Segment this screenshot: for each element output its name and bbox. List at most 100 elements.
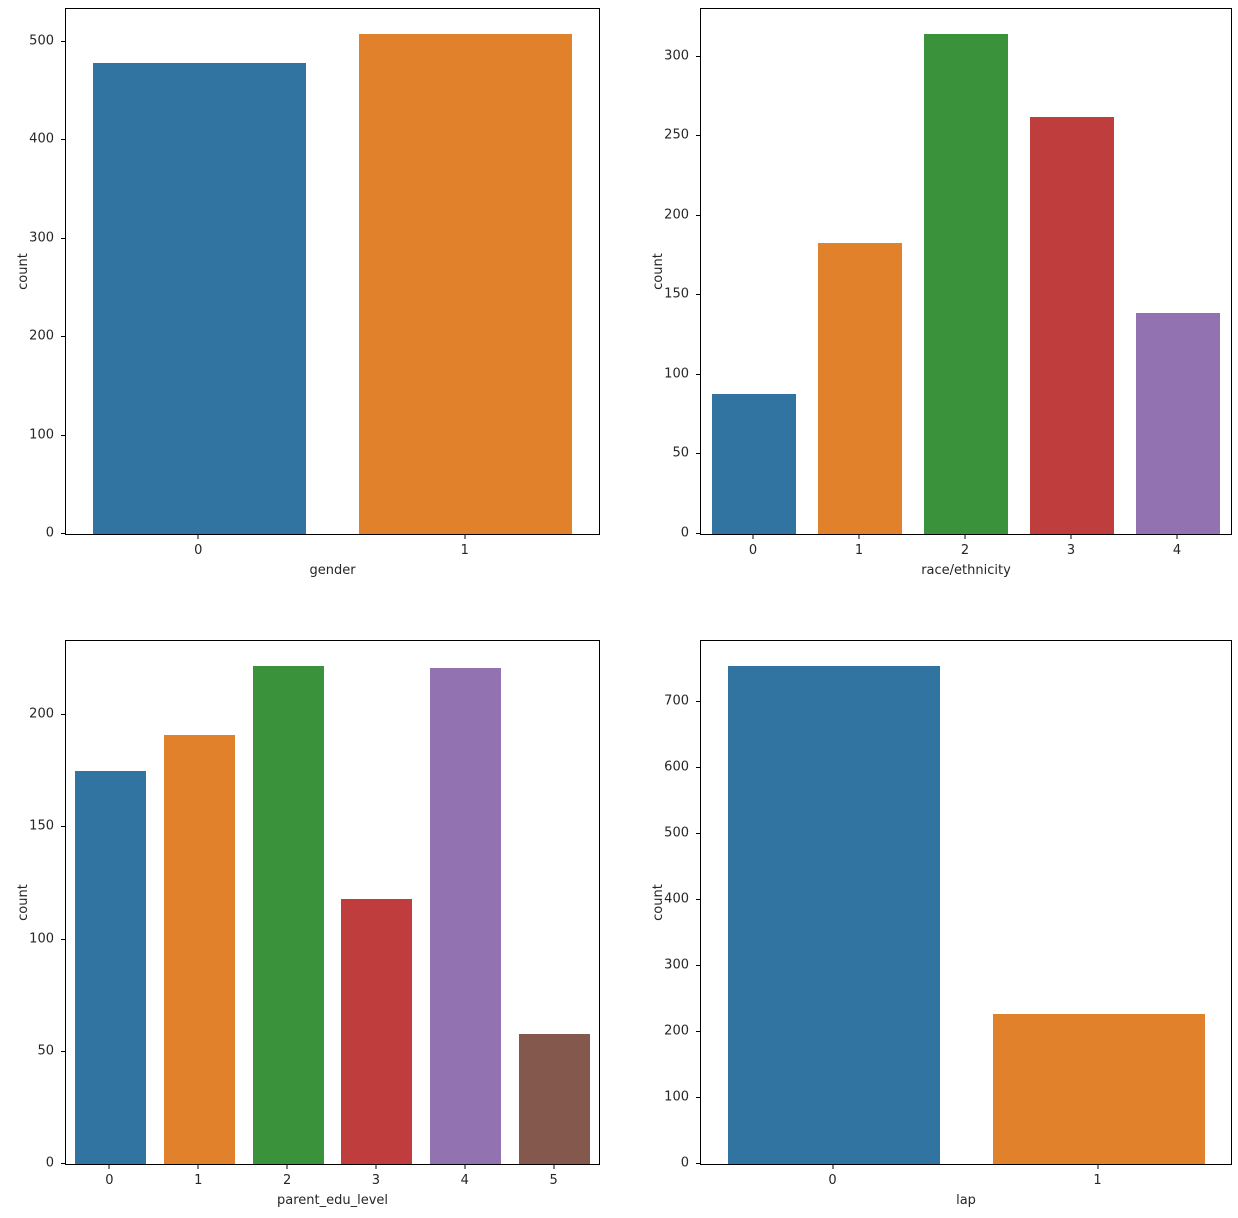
bar-lap-1 xyxy=(992,1013,1205,1164)
bar-race/ethnicity-2 xyxy=(923,34,1009,534)
y-tick-label: 200 xyxy=(29,706,54,722)
x-tick-mark xyxy=(375,1165,377,1169)
x-axis-label: gender xyxy=(309,563,356,578)
y-tick-label: 100 xyxy=(29,427,54,442)
x-tick-mark xyxy=(832,1165,833,1169)
y-tick-mark xyxy=(696,214,700,216)
bar-parent_edu_level-5 xyxy=(519,1033,591,1164)
x-tick-label: 3 xyxy=(371,1173,381,1188)
bar-race/ethnicity-4 xyxy=(1135,312,1221,534)
y-tick-mark xyxy=(61,336,65,337)
x-tick-label: 1 xyxy=(854,543,864,558)
y-tick-mark xyxy=(61,1163,65,1164)
bar-gender-0 xyxy=(92,63,306,534)
y-tick-label: 300 xyxy=(664,48,689,64)
y-tick-label: 50 xyxy=(37,1043,54,1059)
y-tick-label: 700 xyxy=(664,693,689,709)
x-tick-mark xyxy=(108,1165,110,1169)
y-axis-label-wrap: count xyxy=(650,8,666,535)
x-tick-mark xyxy=(1097,1165,1098,1169)
y-tick-mark xyxy=(61,826,65,828)
bar-parent_edu_level-4 xyxy=(430,667,502,1164)
chart-parent-edu-level: count parent_edu_level 0 1 2 3 4 5 0 50 100 150 20… xyxy=(16,640,600,1208)
x-tick-label: 3 xyxy=(1066,543,1076,558)
bar-parent_edu_level-1 xyxy=(163,735,235,1164)
y-tick-label: 500 xyxy=(29,33,54,48)
y-tick-mark xyxy=(696,294,700,296)
chart-gender: count gender 0 1 0 100 200 300 400 500 xyxy=(16,8,600,578)
x-tick-label: 1 xyxy=(1093,1173,1102,1188)
y-tick-label: 600 xyxy=(664,759,689,775)
x-tick-mark xyxy=(464,1165,466,1169)
x-tick-mark xyxy=(964,535,966,539)
x-axis-label: race/ethnicity xyxy=(921,563,1011,578)
y-tick-mark xyxy=(61,237,65,239)
x-tick-mark xyxy=(1176,535,1178,539)
y-tick-mark xyxy=(61,714,65,716)
y-tick-label: 300 xyxy=(29,230,54,245)
plot-area xyxy=(700,8,1232,535)
bar-parent_edu_level-3 xyxy=(341,899,413,1164)
y-tick-mark xyxy=(696,833,700,835)
plot-area xyxy=(65,8,600,535)
bar-race/ethnicity-3 xyxy=(1029,117,1115,534)
y-tick-mark xyxy=(696,373,700,375)
x-tick-label: 2 xyxy=(282,1173,292,1188)
y-tick-label: 400 xyxy=(664,891,689,907)
y-tick-label: 0 xyxy=(680,1155,689,1171)
x-tick-mark xyxy=(464,535,466,539)
bar-race/ethnicity-0 xyxy=(711,394,797,534)
y-tick-mark xyxy=(696,453,700,455)
y-tick-mark xyxy=(696,135,700,137)
x-tick-mark xyxy=(286,1165,288,1169)
y-tick-label: 0 xyxy=(680,525,689,541)
y-axis-label-wrap: count xyxy=(15,8,31,535)
y-axis-label: count xyxy=(15,253,31,290)
y-tick-label: 150 xyxy=(664,286,689,302)
y-tick-mark xyxy=(61,139,65,140)
x-axis-label: lap xyxy=(956,1193,976,1208)
x-tick-mark xyxy=(553,1165,555,1169)
y-tick-label: 250 xyxy=(664,127,689,143)
y-axis-label: count xyxy=(15,884,31,921)
chart-race-ethnicity: count race/ethnicity 0 1 2 3 4 0 50 100 150 200 25… xyxy=(651,8,1232,578)
y-tick-mark xyxy=(696,1097,700,1099)
y-axis-label: count xyxy=(650,253,666,290)
y-tick-label: 100 xyxy=(664,1089,689,1105)
x-tick-label: 0 xyxy=(748,543,758,558)
y-tick-label: 500 xyxy=(664,825,689,841)
y-tick-label: 0 xyxy=(45,525,54,541)
y-tick-mark xyxy=(696,701,700,703)
x-tick-label: 0 xyxy=(828,1173,837,1188)
y-tick-label: 0 xyxy=(45,1155,54,1171)
plot-area xyxy=(65,640,600,1165)
y-tick-label: 100 xyxy=(664,366,689,382)
x-tick-mark xyxy=(752,535,754,539)
bar-parent_edu_level-2 xyxy=(252,665,324,1164)
x-tick-label: 4 xyxy=(460,1173,469,1188)
x-tick-mark xyxy=(197,535,199,539)
y-tick-label: 200 xyxy=(664,1023,689,1039)
plot-area xyxy=(700,640,1232,1165)
y-tick-mark xyxy=(696,533,700,534)
y-tick-label: 200 xyxy=(29,328,54,344)
bar-lap-0 xyxy=(727,666,940,1164)
y-tick-mark xyxy=(696,899,700,901)
y-tick-label: 400 xyxy=(29,131,54,147)
bar-gender-1 xyxy=(359,33,573,534)
bar-parent_edu_level-0 xyxy=(74,771,146,1164)
y-tick-label: 150 xyxy=(29,818,54,834)
x-axis-label: parent_edu_level xyxy=(276,1193,388,1208)
bar-race/ethnicity-1 xyxy=(817,242,903,534)
x-tick-label: 5 xyxy=(549,1173,558,1188)
y-tick-mark xyxy=(696,55,700,57)
y-tick-mark xyxy=(61,40,65,42)
x-tick-label: 1 xyxy=(194,1173,203,1188)
x-tick-label: 0 xyxy=(105,1173,114,1188)
y-tick-mark xyxy=(696,767,700,769)
y-tick-mark xyxy=(696,965,700,967)
chart-lap: count lap 0 1 0 100 200 300 400 500 600 700 xyxy=(651,640,1232,1208)
x-tick-label: 1 xyxy=(460,543,469,558)
y-tick-mark xyxy=(696,1031,700,1033)
